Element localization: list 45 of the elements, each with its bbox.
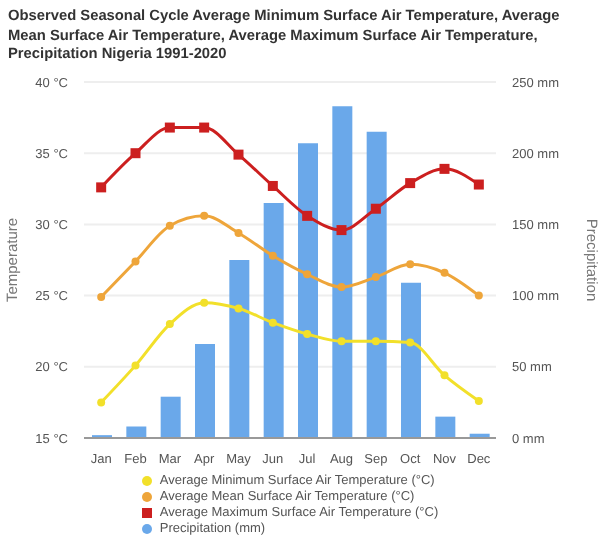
point	[440, 371, 449, 380]
bar	[263, 203, 284, 438]
point	[96, 182, 107, 193]
point	[131, 257, 140, 266]
bar	[401, 282, 421, 438]
point	[406, 338, 415, 347]
point	[474, 291, 483, 300]
point	[130, 148, 141, 159]
bar	[160, 396, 181, 438]
point	[97, 398, 106, 407]
point	[337, 283, 346, 292]
point	[267, 180, 278, 191]
point	[337, 337, 346, 346]
bar	[366, 131, 387, 438]
point	[200, 298, 209, 307]
point	[336, 225, 347, 236]
point	[233, 149, 244, 160]
point	[474, 396, 483, 405]
point	[371, 273, 380, 282]
point	[371, 337, 380, 346]
point	[165, 320, 174, 329]
point	[303, 270, 312, 279]
point	[164, 122, 175, 133]
point	[473, 179, 484, 190]
point	[406, 260, 415, 269]
point	[165, 221, 174, 230]
point	[440, 268, 449, 277]
point	[302, 210, 313, 221]
bar	[195, 344, 215, 438]
point	[268, 318, 277, 327]
point	[234, 304, 243, 313]
point	[439, 163, 450, 174]
point	[234, 228, 243, 237]
point	[97, 293, 106, 302]
point	[199, 122, 210, 133]
bar	[332, 106, 353, 438]
bar	[229, 260, 250, 438]
bar	[435, 416, 456, 438]
point	[405, 178, 416, 189]
point	[303, 330, 312, 339]
point	[131, 361, 140, 370]
bar	[298, 143, 318, 438]
point	[370, 203, 381, 214]
point	[200, 211, 209, 220]
point	[268, 251, 277, 260]
